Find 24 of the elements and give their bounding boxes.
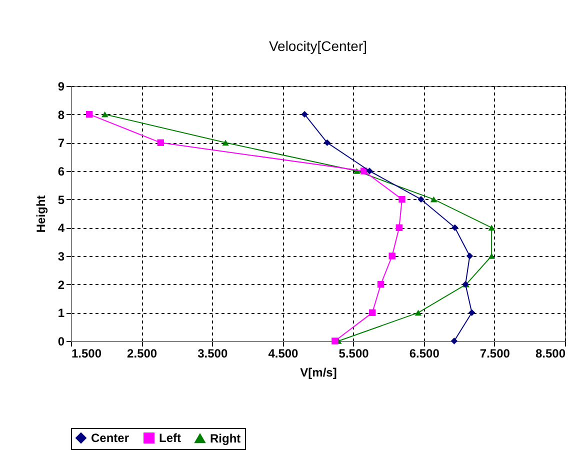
y-tick-label: 9 [58, 80, 65, 94]
x-tick-label: 7.500 [480, 346, 510, 360]
y-tick-label: 5 [58, 192, 65, 207]
chart-title: Velocity[Center] [268, 38, 368, 54]
x-tick-label: 5.500 [338, 346, 370, 360]
y-axis-title: Height [34, 195, 48, 233]
legend-label: Right [210, 431, 241, 446]
y-tick-label: 6 [58, 164, 65, 178]
y-tick-label: 7 [58, 136, 65, 150]
x-tick-label: 3.500 [198, 346, 228, 360]
x-tick-label: 1.500 [72, 346, 102, 360]
y-tick-label: 3 [58, 250, 65, 264]
x-tick-label: 8.500 [535, 346, 566, 360]
y-tick-label: 8 [58, 108, 65, 122]
y-tick-label: 0 [58, 334, 65, 348]
legend-label: Center [91, 431, 130, 445]
x-axis-title: V[m/s] [300, 366, 337, 380]
legend-label: Left [159, 431, 181, 445]
x-tick-label: 2.500 [127, 346, 158, 360]
y-tick-label: 4 [58, 221, 65, 236]
y-tick-label: 1 [58, 306, 65, 320]
y-tick-label: 2 [58, 278, 65, 292]
x-tick-label: 4.500 [268, 346, 299, 360]
x-tick-label: 6.500 [409, 346, 440, 360]
